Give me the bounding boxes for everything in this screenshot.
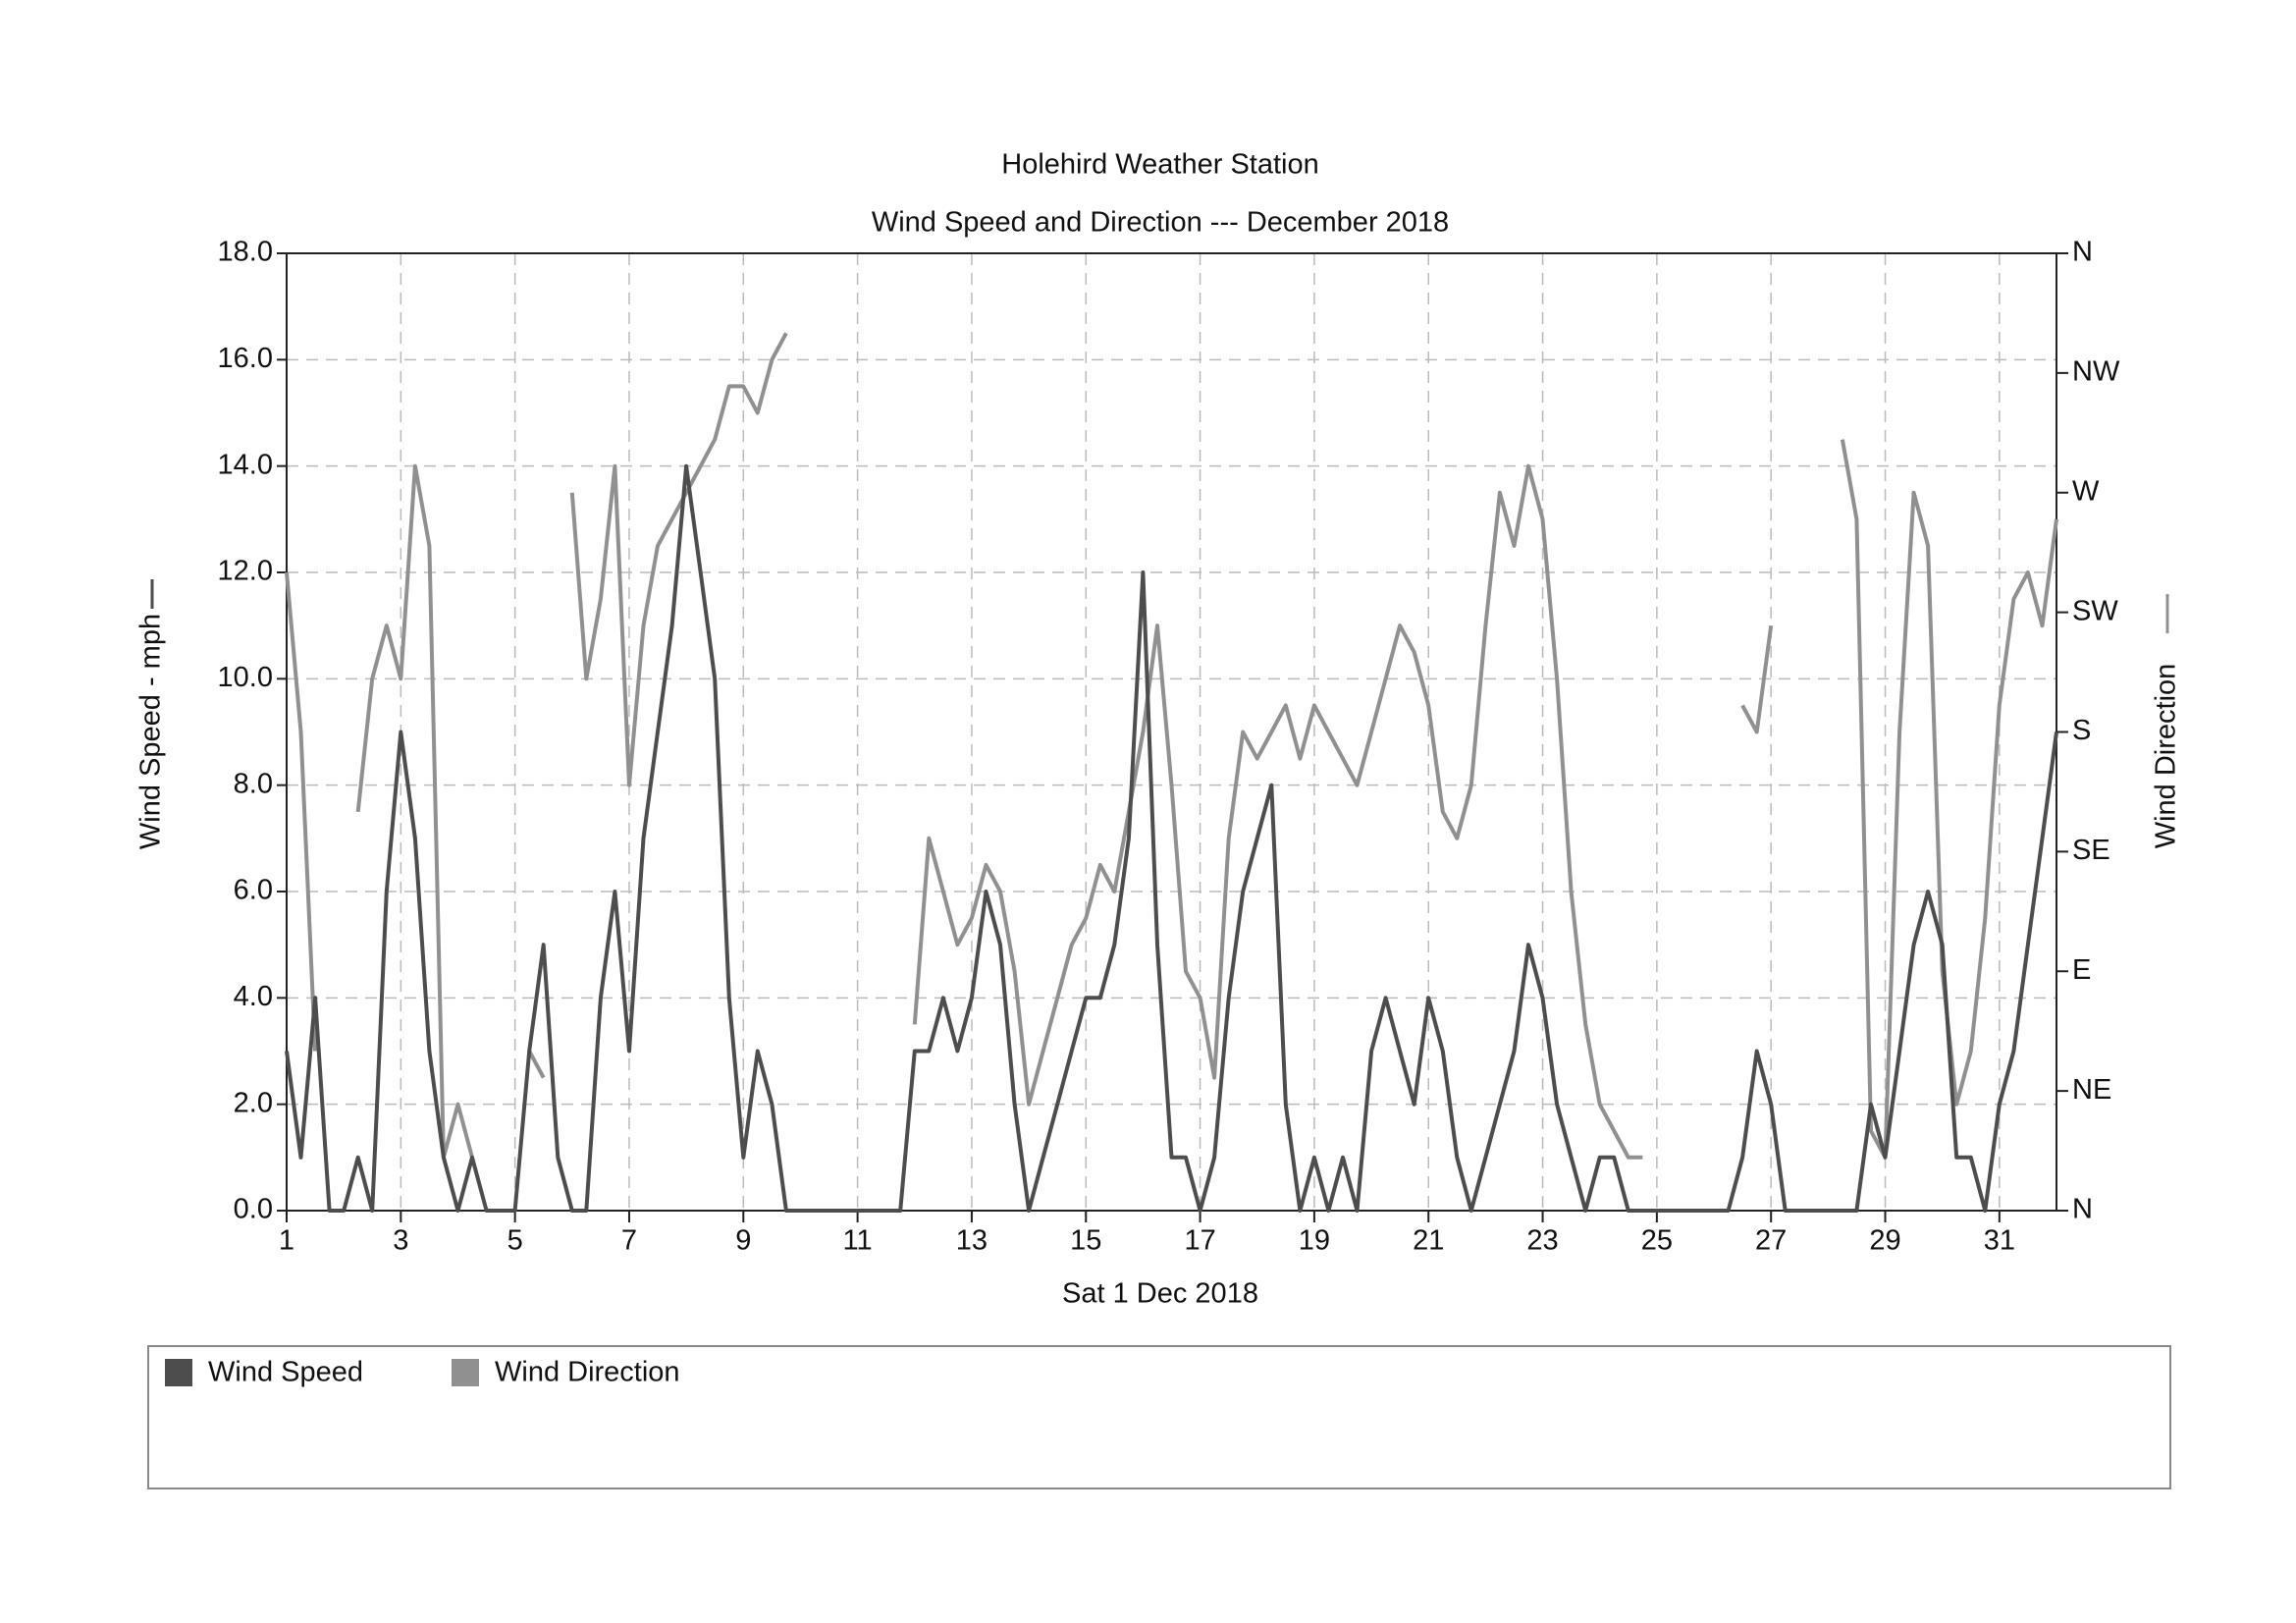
legend-swatch — [165, 1359, 192, 1386]
x-axis-label: Sat 1 Dec 2018 — [1062, 1278, 1258, 1310]
y2-axis-label: Wind Direction — [2151, 664, 2182, 849]
y2-tick-label: NE — [2072, 1074, 2111, 1106]
x-tick-label: 11 — [843, 1225, 873, 1257]
y-tick-label: 14.0 — [218, 449, 273, 480]
y2-tick-label: N — [2072, 237, 2093, 268]
y2-tick-label: NW — [2072, 356, 2120, 388]
y-tick-label: 8.0 — [234, 768, 273, 799]
y2-tick-label: S — [2072, 715, 2091, 746]
chart-title: Holehird Weather Station — [1001, 149, 1318, 181]
legend-label: Wind Speed — [208, 1357, 363, 1388]
y-tick-label: 16.0 — [218, 343, 273, 374]
y-tick-label: 12.0 — [218, 556, 273, 587]
y-tick-label: 4.0 — [234, 981, 273, 1012]
y-tick-label: 2.0 — [234, 1087, 273, 1118]
x-tick-label: 17 — [1184, 1225, 1215, 1257]
x-tick-label: 27 — [1755, 1225, 1787, 1257]
x-tick-label: 5 — [507, 1225, 523, 1257]
legend-box — [147, 1345, 2171, 1489]
x-tick-label: 25 — [1641, 1225, 1673, 1257]
y-tick-label: 6.0 — [234, 875, 273, 906]
x-tick-label: 15 — [1070, 1225, 1101, 1257]
x-tick-label: 19 — [1299, 1225, 1330, 1257]
y2-tick-label: SW — [2072, 595, 2118, 626]
y2-tick-label: N — [2072, 1194, 2093, 1225]
legend-swatch — [452, 1359, 479, 1386]
x-tick-label: 1 — [279, 1225, 294, 1257]
y2-tick-label: SE — [2072, 835, 2110, 866]
y-axis-label: Wind Speed - mph — [135, 614, 167, 849]
chart-subtitle: Wind Speed and Direction --- December 20… — [872, 207, 1449, 239]
x-tick-label: 3 — [393, 1225, 408, 1257]
x-tick-label: 31 — [1984, 1225, 2015, 1257]
y-tick-label: 0.0 — [234, 1194, 273, 1225]
x-tick-label: 9 — [735, 1225, 751, 1257]
y-tick-label: 18.0 — [218, 237, 273, 268]
y2-tick-label: E — [2072, 954, 2091, 986]
x-tick-label: 23 — [1526, 1225, 1558, 1257]
x-tick-label: 21 — [1413, 1225, 1444, 1257]
x-tick-label: 7 — [621, 1225, 637, 1257]
legend-label: Wind Direction — [495, 1357, 680, 1388]
series-line — [285, 463, 2058, 1213]
y-tick-label: 10.0 — [218, 662, 273, 693]
x-tick-label: 29 — [1869, 1225, 1900, 1257]
series-line — [285, 332, 2058, 1160]
x-tick-label: 13 — [956, 1225, 988, 1257]
y2-tick-label: W — [2072, 475, 2100, 507]
